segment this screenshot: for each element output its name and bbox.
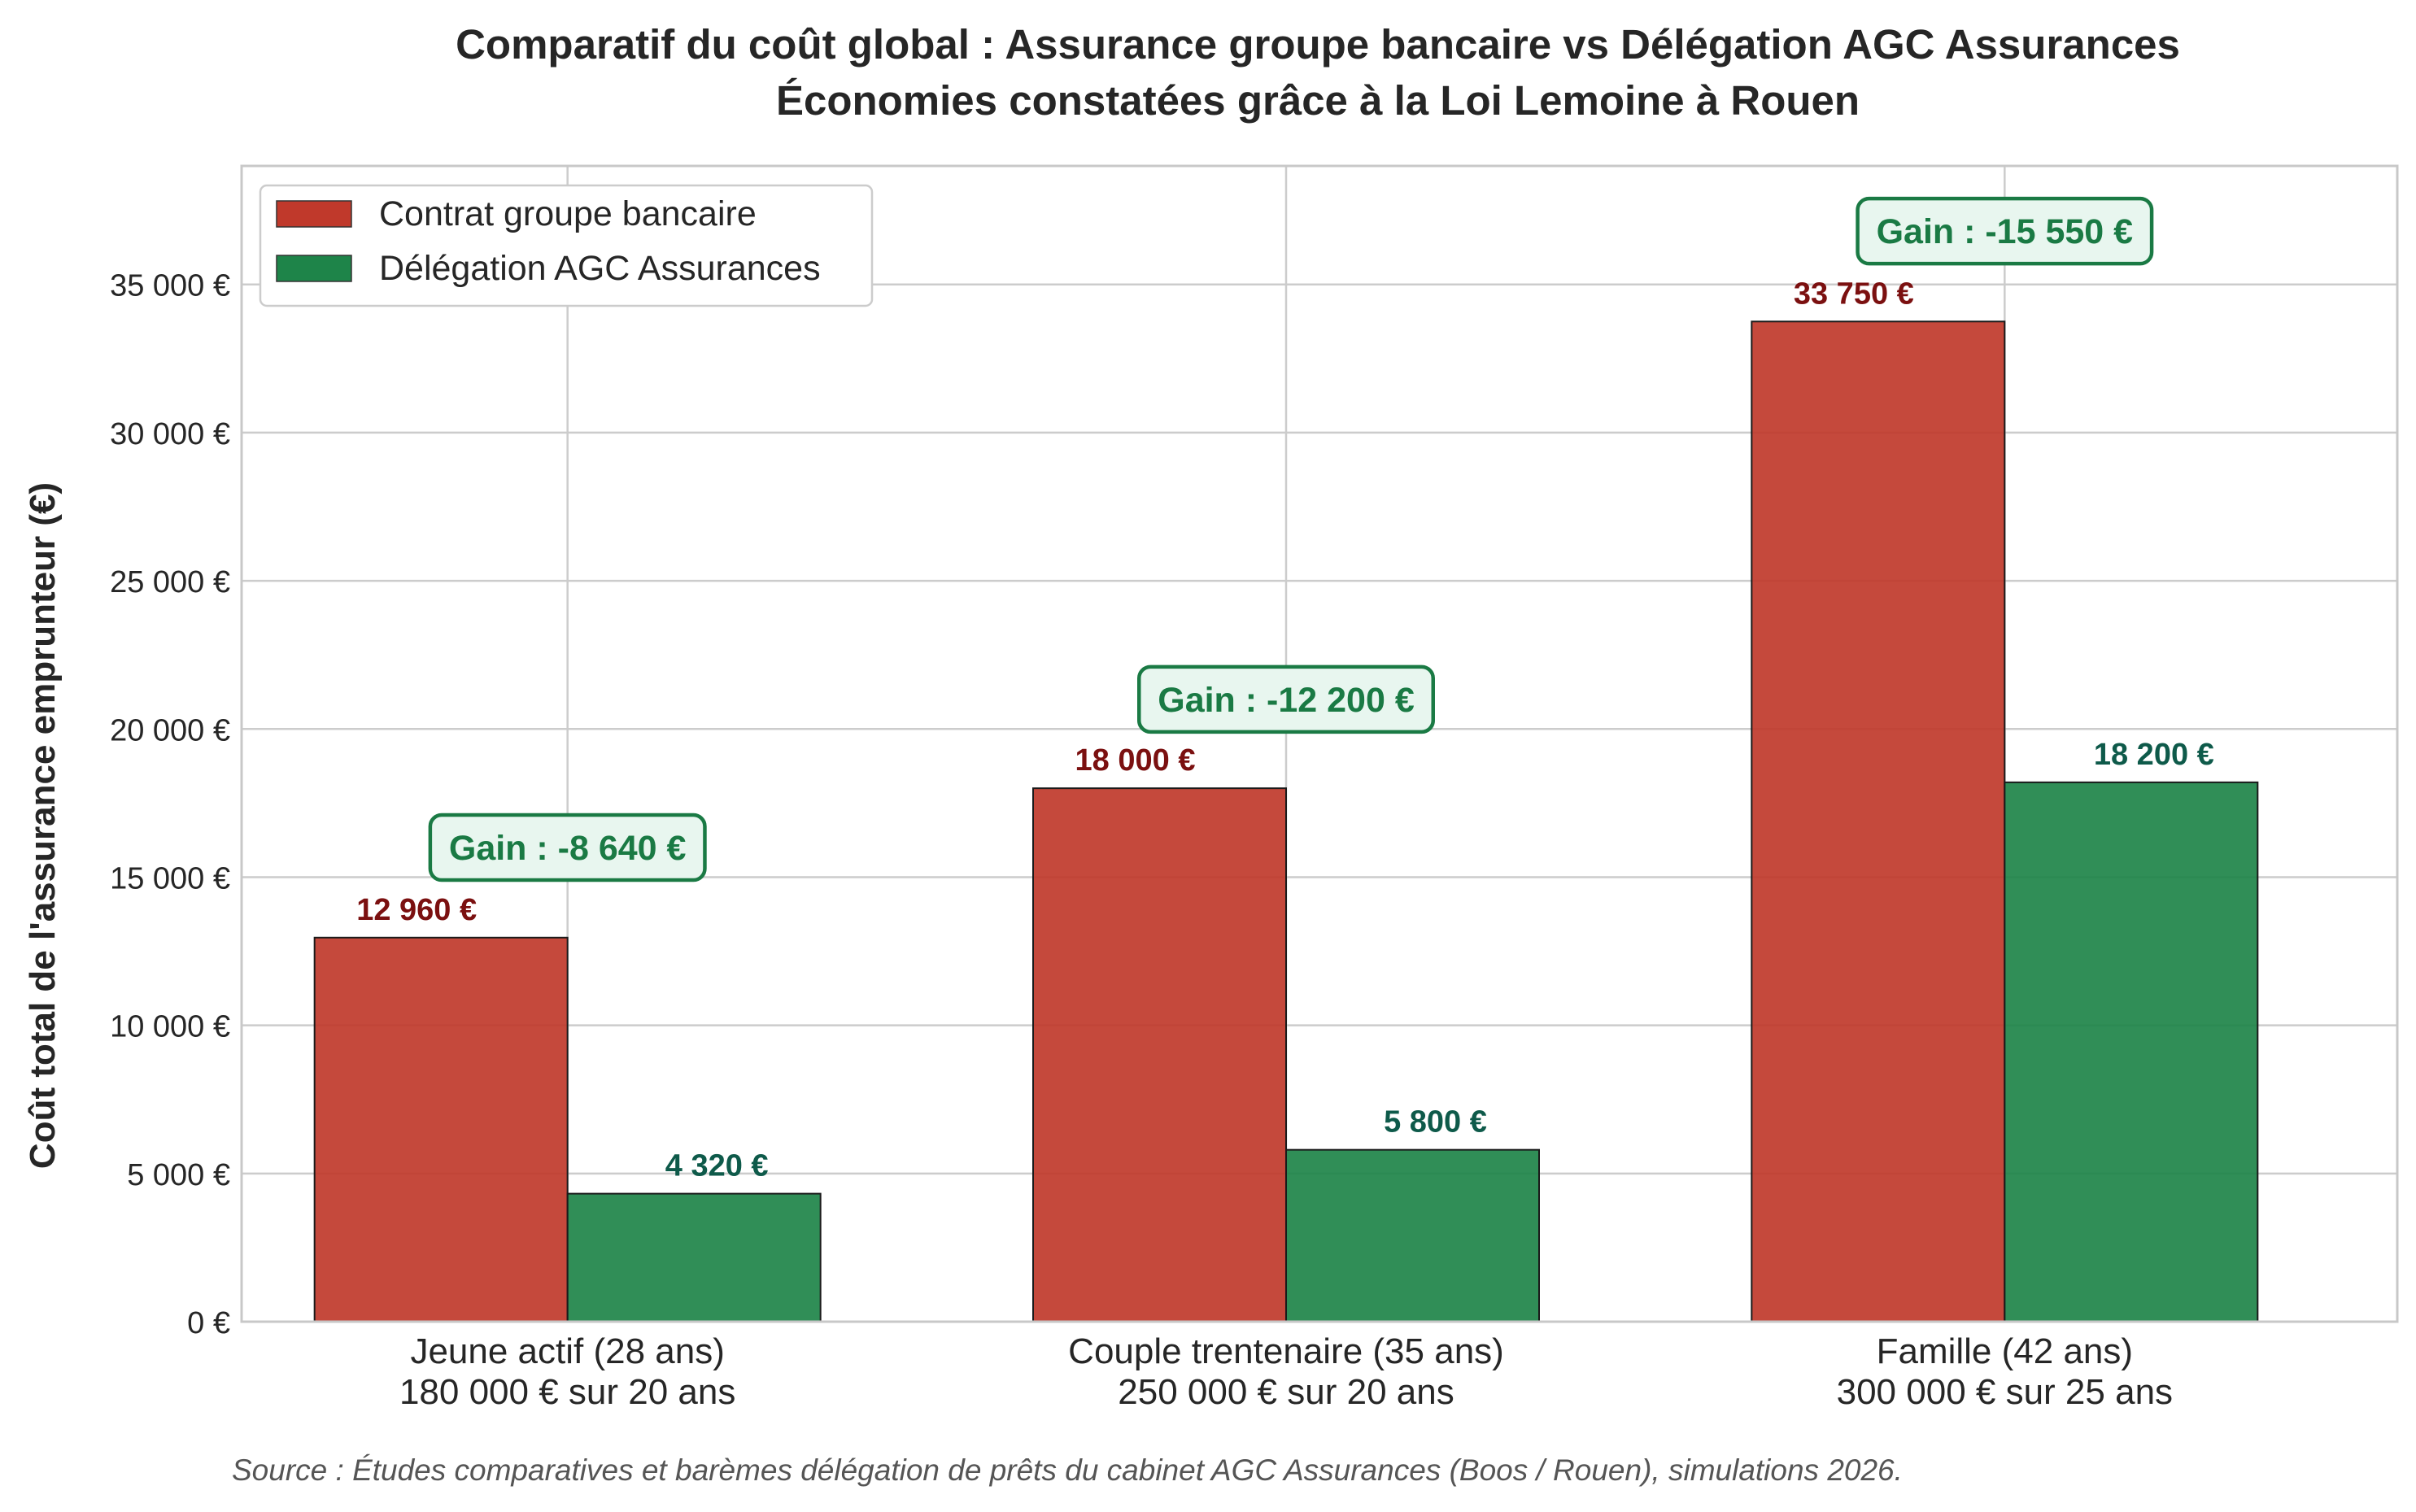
bar-value-label: 12 960 € (356, 893, 477, 927)
value-labels-layer: 12 960 € 4 320 € 18 000 € 5 800 € 33 750 € 18… (356, 277, 2214, 1183)
legend-swatch-delegation-agc (276, 255, 352, 282)
x-tick-label: Famille (42 ans) (1877, 1331, 2133, 1371)
gain-annotation: Gain : -12 200 € (1137, 664, 1435, 734)
y-tick-label: 5 000 € (127, 1158, 230, 1192)
chart-title: Comparatif du coût global : Assurance gr… (456, 21, 2180, 68)
bar-contrat-groupe (1032, 787, 1287, 1322)
y-axis-ticks: 0 € 5 000 € 10 000 € 15 000 € 20 000 € 25 000… (110, 269, 230, 1340)
y-tick-label: 15 000 € (110, 861, 230, 895)
y-tick-label: 10 000 € (110, 1010, 230, 1044)
x-axis-ticks: Jeune actif (28 ans)180 000 € sur 20 ans… (399, 1331, 2173, 1412)
source-note: Source : Études comparatives et barèmes … (232, 1453, 1903, 1487)
bar-value-label: 4 320 € (665, 1149, 769, 1183)
x-tick-label: Jeune actif (28 ans) (410, 1331, 724, 1371)
legend-box (259, 184, 874, 307)
gain-annotation: Gain : -8 640 € (428, 813, 707, 882)
x-tick-sublabel: 180 000 € sur 20 ans (399, 1372, 735, 1412)
bar-delegation-agc (566, 1192, 822, 1322)
bar-value-label: 18 200 € (2094, 738, 2214, 772)
gain-annotation-text: Gain : -12 200 € (1158, 681, 1415, 720)
y-tick-label: 0 € (187, 1306, 230, 1340)
gain-annotation-text: Gain : -15 550 € (1877, 212, 2134, 251)
annotations-layer: Gain : -8 640 € Gain : -12 200 € Gain : -1… (428, 196, 2154, 882)
y-tick-label: 20 000 € (110, 713, 230, 747)
bar-value-label: 5 800 € (1384, 1105, 1487, 1139)
bar-delegation-agc (2004, 781, 2259, 1322)
y-tick-label: 30 000 € (110, 417, 230, 451)
plot-frame (240, 164, 2399, 1323)
bar-value-label: 18 000 € (1075, 743, 1196, 778)
legend: Contrat groupe bancaire Délégation AGC A… (259, 184, 874, 307)
legend-swatch-contrat-groupe (276, 200, 352, 228)
gain-annotation: Gain : -15 550 € (1856, 196, 2154, 266)
x-tick-sublabel: 300 000 € sur 25 ans (1837, 1372, 2173, 1412)
y-tick-label: 35 000 € (110, 269, 230, 303)
chart-subtitle: Économies constatées grâce à la Loi Lemo… (776, 77, 1860, 124)
x-tick-sublabel: 250 000 € sur 20 ans (1118, 1372, 1454, 1412)
gain-annotation-text: Gain : -8 640 € (449, 829, 687, 868)
y-axis-label: Coût total de l'assurance emprunteur (€) (23, 482, 63, 1169)
y-tick-label: 25 000 € (110, 565, 230, 599)
bar-contrat-groupe (1751, 320, 2006, 1322)
legend-label-contrat-groupe: Contrat groupe bancaire (379, 194, 757, 233)
bar-value-label: 33 750 € (1794, 277, 1914, 311)
gain-annotation-box (1137, 664, 1435, 734)
gain-annotation-box (1856, 196, 2154, 266)
bar-delegation-agc (1285, 1148, 1540, 1322)
bars-layer (313, 320, 2259, 1322)
gain-annotation-box (428, 813, 707, 882)
x-tick-label: Couple trentenaire (35 ans) (1068, 1331, 1504, 1371)
legend-label-delegation-agc: Délégation AGC Assurances (379, 249, 821, 288)
bar-contrat-groupe (313, 936, 569, 1322)
